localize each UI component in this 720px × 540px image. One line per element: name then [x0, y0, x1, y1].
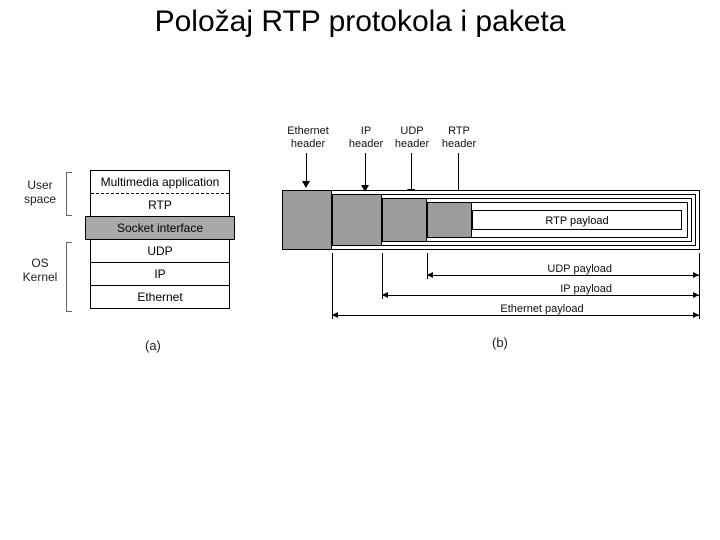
ip-header-label: IP header — [344, 125, 388, 150]
rtp-arrow-stem — [458, 153, 459, 195]
eth-payload-label: Ethernet payload — [482, 303, 602, 315]
stack-row-socket: Socket interface — [85, 216, 235, 240]
udp-header-box — [382, 198, 427, 242]
ip-header-box — [332, 194, 382, 246]
udp-dim-tick-r — [699, 253, 700, 279]
caption-b: (b) — [492, 335, 508, 350]
ip-dim-line — [382, 295, 699, 296]
rtp-header-label: RTP header — [437, 125, 481, 150]
udp-payload-label: UDP payload — [522, 263, 612, 275]
eth-header-box — [282, 190, 332, 250]
protocol-stack: Multimedia application RTP Socket interf… — [90, 170, 230, 309]
eth-dim-tick-r — [699, 299, 700, 319]
eth-arrow-stem — [306, 153, 307, 183]
user-space-label: User space — [20, 178, 60, 207]
ip-payload-label: IP payload — [522, 283, 612, 295]
stack-row-udp: UDP — [91, 240, 229, 262]
udp-dim-arrow-r — [693, 272, 699, 278]
udp-header-label: UDP header — [390, 125, 434, 150]
os-kernel-bracket — [66, 242, 72, 312]
udp-dim-arrow-l — [427, 272, 433, 278]
stack-row-rtp: RTP — [91, 193, 229, 216]
udp-arrow-stem — [411, 153, 412, 191]
udp-dim-line — [427, 275, 699, 276]
ip-arrow-stem — [365, 153, 366, 187]
eth-dim-arrow-l — [332, 312, 338, 318]
eth-dim-tick-l — [332, 253, 333, 319]
ip-dim-arrow-l — [382, 292, 388, 298]
user-space-bracket — [66, 172, 72, 216]
stack-row-ip: IP — [91, 262, 229, 285]
ip-dim-tick-r — [699, 279, 700, 299]
os-kernel-label: OS Kernel — [20, 256, 60, 285]
eth-header-label: Ethernet header — [278, 125, 338, 150]
rtp-header-box — [427, 202, 472, 238]
eth-arrow-head — [302, 181, 310, 188]
caption-a: (a) — [145, 338, 161, 353]
rtp-payload-box: RTP payload — [472, 210, 682, 230]
stack-row-multimedia: Multimedia application — [91, 171, 229, 193]
packet-diagram: Ethernet header IP header UDP header RTP… — [282, 125, 702, 365]
stack-row-ethernet: Ethernet — [91, 285, 229, 308]
eth-dim-line — [332, 315, 699, 316]
page-title: Položaj RTP protokola i paketa — [0, 5, 720, 39]
